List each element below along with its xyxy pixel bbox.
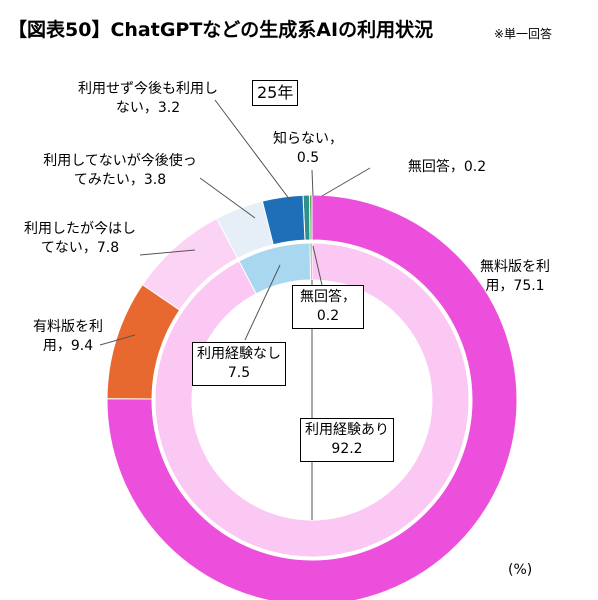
donut-slice bbox=[106, 194, 518, 600]
slice-name: 利用したが今はしてない， bbox=[24, 221, 136, 256]
year-label: 25年 bbox=[252, 80, 299, 106]
slice-value: 3.2 bbox=[157, 100, 181, 116]
donut-slice bbox=[215, 200, 274, 260]
slice-value: 9.4 bbox=[70, 338, 94, 354]
slice-name: 利用してないが今後使ってみたい， bbox=[43, 153, 197, 188]
slice-label: 無回答，0.2 bbox=[392, 158, 502, 177]
donut-slice bbox=[154, 242, 470, 558]
slice-value: 7.5 bbox=[227, 365, 251, 381]
slice-name: 有料版を利用， bbox=[33, 319, 103, 354]
slice-value: 3.8 bbox=[143, 172, 167, 188]
slice-value: 0.2 bbox=[463, 159, 487, 175]
slice-label: 利用したが今はしてない，7.8 bbox=[20, 220, 140, 258]
slice-label: 知らない， 0.5 bbox=[268, 130, 348, 168]
donut-slice bbox=[141, 217, 239, 311]
slice-name: 知らない， bbox=[273, 131, 343, 147]
slice-label: 利用経験なし 7.5 bbox=[192, 342, 286, 386]
slice-label: 無回答， 0.2 bbox=[292, 285, 364, 329]
donut-slice bbox=[106, 284, 181, 400]
slice-value: 0.2 bbox=[316, 308, 340, 324]
unit: (%) bbox=[508, 562, 533, 578]
donut-slice bbox=[238, 242, 311, 295]
slice-value: 92.2 bbox=[331, 441, 363, 457]
chart-title: 【図表50】ChatGPTなどの生成系AIの利用状況 bbox=[8, 19, 434, 41]
slice-name: 利用せず今後も利用しない， bbox=[78, 81, 218, 116]
slice-name: 無回答， bbox=[407, 159, 464, 175]
note: ※単一回答 bbox=[494, 27, 553, 41]
slice-value: 7.8 bbox=[96, 240, 120, 256]
slice-label: 有料版を利用，9.4 bbox=[28, 318, 108, 356]
slice-value: 0.5 bbox=[296, 150, 320, 166]
slice-label: 利用せず今後も利用しない，3.2 bbox=[78, 80, 218, 118]
slice-name: 無回答， bbox=[300, 289, 356, 305]
slice-name: 利用経験なし bbox=[197, 346, 281, 362]
slice-name: 利用経験あり bbox=[305, 422, 389, 438]
slice-label: 利用経験あり 92.2 bbox=[300, 418, 394, 462]
slice-label: 利用してないが今後使ってみたい，3.8 bbox=[40, 152, 200, 190]
donut-slice bbox=[261, 194, 306, 246]
slice-name: 無料版を利用， bbox=[480, 259, 550, 294]
slice-label: 無料版を利用，75.1 bbox=[478, 258, 552, 296]
slice-value: 75.1 bbox=[513, 278, 545, 294]
